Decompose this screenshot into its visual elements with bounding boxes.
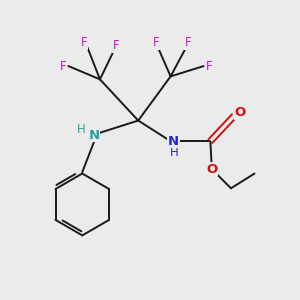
Text: F: F [206,60,212,73]
Text: N: N [168,135,179,148]
Text: F: F [60,60,67,73]
Text: O: O [206,163,218,176]
Text: F: F [113,39,119,52]
Text: O: O [235,106,246,119]
Text: H: H [170,146,178,159]
Text: H: H [77,124,86,136]
Text: F: F [153,36,159,49]
Text: F: F [80,36,87,49]
Text: F: F [185,36,192,49]
Text: N: N [88,129,100,142]
